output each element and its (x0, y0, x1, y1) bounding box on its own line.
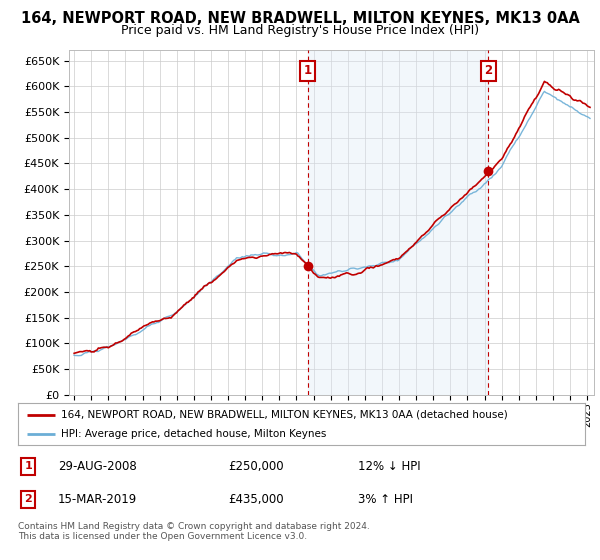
Text: £250,000: £250,000 (228, 460, 283, 473)
Text: 164, NEWPORT ROAD, NEW BRADWELL, MILTON KEYNES, MK13 0AA: 164, NEWPORT ROAD, NEW BRADWELL, MILTON … (20, 11, 580, 26)
Text: Contains HM Land Registry data © Crown copyright and database right 2024.
This d: Contains HM Land Registry data © Crown c… (18, 522, 370, 542)
Text: 12% ↓ HPI: 12% ↓ HPI (358, 460, 421, 473)
Text: 15-MAR-2019: 15-MAR-2019 (58, 493, 137, 506)
Text: 164, NEWPORT ROAD, NEW BRADWELL, MILTON KEYNES, MK13 0AA (detached house): 164, NEWPORT ROAD, NEW BRADWELL, MILTON … (61, 409, 507, 419)
Text: 2: 2 (484, 64, 492, 77)
Text: 2: 2 (25, 494, 32, 505)
Text: 1: 1 (25, 461, 32, 472)
Text: Price paid vs. HM Land Registry's House Price Index (HPI): Price paid vs. HM Land Registry's House … (121, 24, 479, 36)
Text: 1: 1 (304, 64, 312, 77)
Text: 29-AUG-2008: 29-AUG-2008 (58, 460, 136, 473)
Text: 3% ↑ HPI: 3% ↑ HPI (358, 493, 413, 506)
Text: HPI: Average price, detached house, Milton Keynes: HPI: Average price, detached house, Milt… (61, 429, 326, 439)
Bar (308, 50, 488, 395)
Text: £435,000: £435,000 (228, 493, 283, 506)
